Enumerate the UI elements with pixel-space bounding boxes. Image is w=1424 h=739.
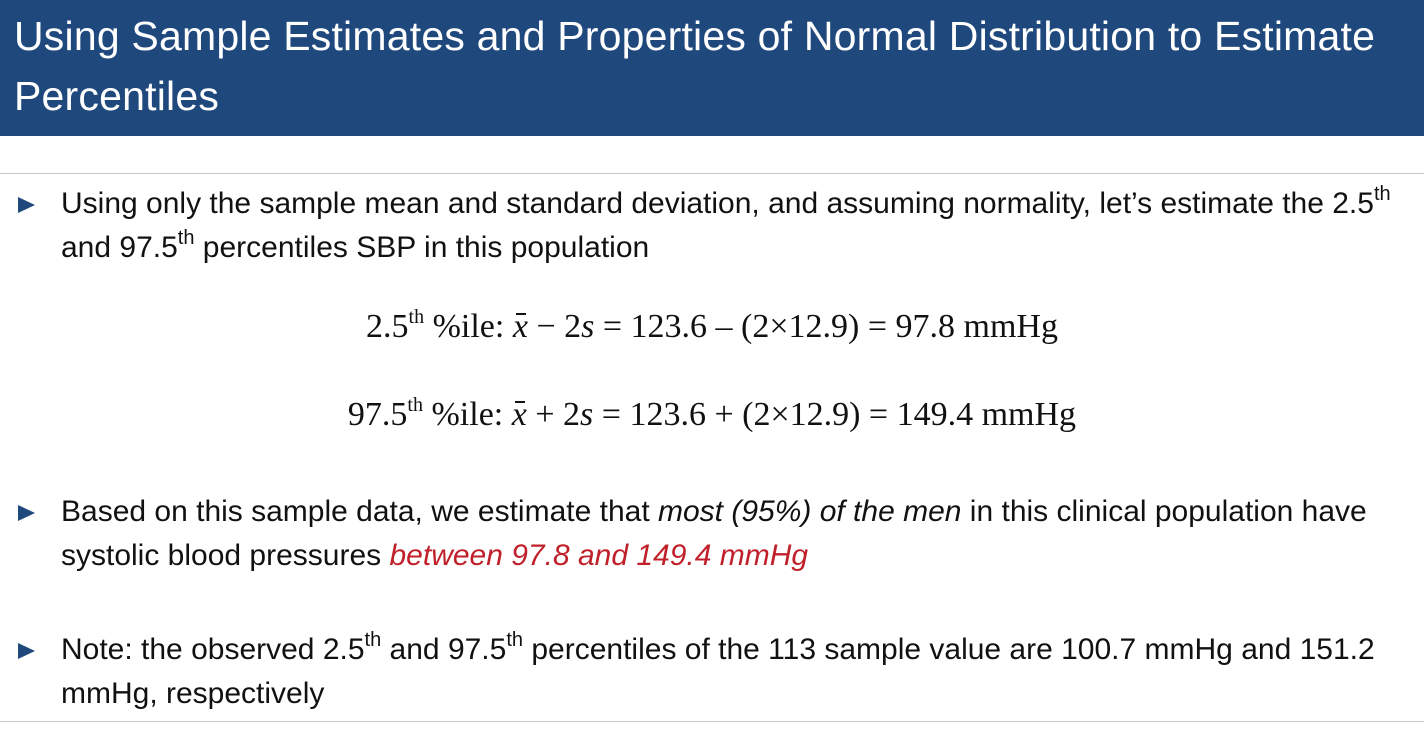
- s-symbol: s: [581, 308, 595, 345]
- s-symbol: s: [580, 396, 594, 433]
- bullet-text: Note: the observed 2.5th and 97.5th perc…: [61, 629, 1375, 710]
- x-bar-symbol: x: [512, 308, 528, 345]
- bullet-conclusion: Based on this sample data, we estimate t…: [18, 490, 1408, 578]
- top-divider: [0, 173, 1424, 174]
- bullet-arrow-icon: [18, 505, 35, 521]
- bullet-estimate-intro: Using only the sample mean and standard …: [18, 182, 1408, 270]
- equation-upper-percentile: 97.5th %ile: x + 2s = 123.6 + (2×12.9) =…: [347, 393, 1077, 433]
- title-bar: Using Sample Estimates and Properties of…: [0, 0, 1424, 136]
- bullet-arrow-icon: [18, 197, 35, 213]
- emphasis-text: most (95%) of the men: [658, 495, 962, 528]
- bullet-text: Using only the sample mean and standard …: [61, 183, 1391, 264]
- equation-lower-percentile: 2.5th %ile: x − 2s = 123.6 – (2×12.9) = …: [366, 305, 1058, 345]
- slide-title: Using Sample Estimates and Properties of…: [14, 13, 1376, 119]
- bullet-text: Based on this sample data, we estimate t…: [61, 495, 1367, 572]
- highlight-range: between 97.8 and 149.4 mmHg: [389, 539, 809, 572]
- x-bar-symbol: x: [511, 396, 527, 433]
- bottom-divider: [0, 721, 1424, 722]
- bullet-note: Note: the observed 2.5th and 97.5th perc…: [18, 628, 1408, 716]
- bullet-arrow-icon: [18, 643, 35, 659]
